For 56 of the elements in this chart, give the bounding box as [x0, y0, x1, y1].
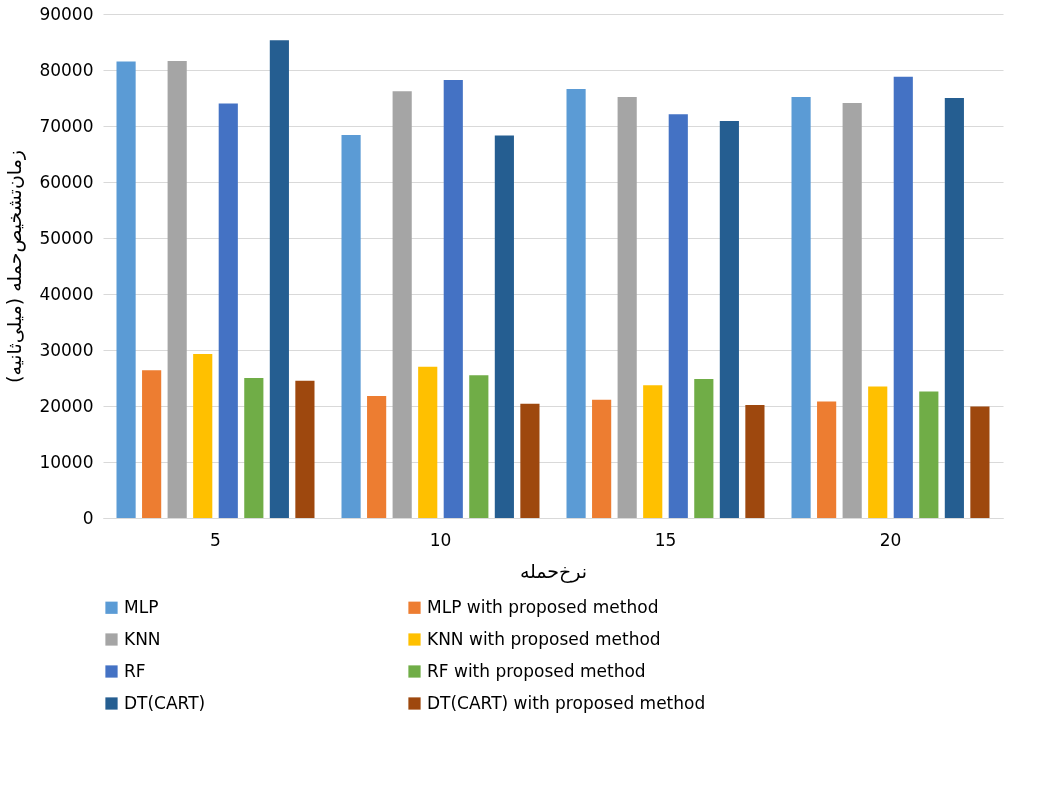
y-tick-label: 30000 [39, 339, 94, 360]
x-tick-label: 5 [210, 529, 221, 550]
y-tick-label: 60000 [39, 171, 94, 192]
x-axis-title: نرخ‌حمله [519, 559, 588, 583]
y-axis-title: زمان‌تشخیص‌حمله (میلی‌ثانیه) [3, 149, 27, 384]
legend-label: KNN with proposed method [427, 628, 661, 649]
bar [494, 135, 514, 518]
x-tick-label: 20 [879, 529, 902, 550]
bar [341, 134, 361, 518]
legend-label: KNN [124, 628, 161, 649]
bar [919, 391, 939, 518]
bar [520, 403, 540, 518]
y-tick-label: 80000 [39, 59, 94, 80]
bar [719, 120, 739, 518]
bar [443, 80, 463, 518]
bar [944, 98, 964, 518]
bar [970, 406, 990, 518]
bar [893, 76, 913, 518]
bar [868, 386, 888, 518]
y-tick-label: 10000 [39, 451, 94, 472]
bar [244, 378, 264, 518]
bar [842, 103, 862, 518]
bar [566, 89, 586, 518]
bar [745, 404, 765, 518]
bar [167, 61, 187, 518]
bar [367, 395, 387, 518]
bar [193, 353, 213, 518]
legend-label: RF [124, 660, 146, 681]
bar [592, 399, 612, 518]
legend-label: DT(CART) [124, 692, 206, 713]
bar [116, 61, 136, 518]
bar [668, 114, 688, 518]
bar [617, 96, 637, 518]
legend-label: RF with proposed method [427, 660, 646, 681]
y-tick-label: 70000 [39, 115, 94, 136]
y-tick-label: 50000 [39, 227, 94, 248]
x-tick-label: 10 [429, 529, 452, 550]
legend-label: DT(CART) with proposed method [427, 692, 706, 713]
legend-label: MLP [124, 596, 159, 617]
y-tick-label: 40000 [39, 283, 94, 304]
bar [418, 366, 438, 518]
y-tick-label: 90000 [39, 3, 94, 24]
bar [694, 379, 714, 518]
bar [817, 401, 837, 518]
bar [295, 380, 315, 518]
bar [791, 96, 811, 518]
legend-label: MLP with proposed method [427, 596, 659, 617]
y-tick-label: 0 [82, 507, 94, 528]
x-tick-label: 15 [654, 529, 677, 550]
bar [643, 385, 663, 518]
bar [469, 375, 489, 518]
bar [392, 91, 412, 518]
bar [269, 40, 289, 518]
bar [218, 103, 238, 518]
bar [142, 370, 162, 518]
y-tick-label: 20000 [39, 395, 94, 416]
